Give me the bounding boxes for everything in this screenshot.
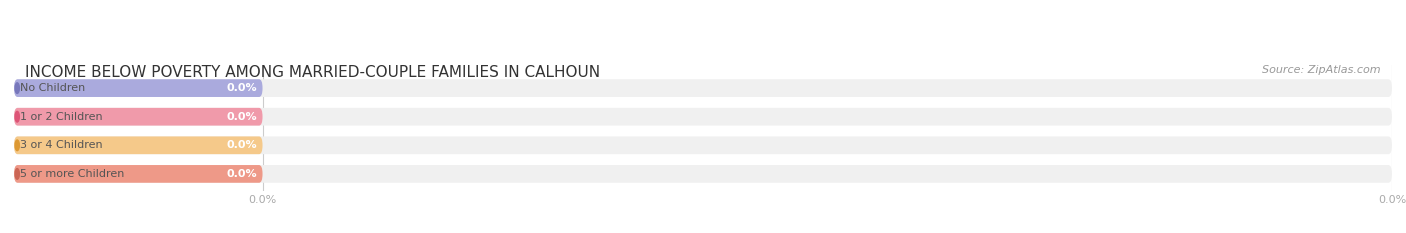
Circle shape [15, 111, 20, 122]
Text: Source: ZipAtlas.com: Source: ZipAtlas.com [1263, 65, 1381, 75]
Text: 3 or 4 Children: 3 or 4 Children [20, 140, 103, 150]
Text: 5 or more Children: 5 or more Children [20, 169, 124, 179]
FancyBboxPatch shape [14, 108, 263, 126]
FancyBboxPatch shape [14, 79, 1392, 97]
Circle shape [15, 83, 20, 93]
Text: 1 or 2 Children: 1 or 2 Children [20, 112, 103, 122]
FancyBboxPatch shape [14, 165, 263, 183]
Circle shape [15, 169, 20, 179]
Text: INCOME BELOW POVERTY AMONG MARRIED-COUPLE FAMILIES IN CALHOUN: INCOME BELOW POVERTY AMONG MARRIED-COUPL… [25, 65, 600, 80]
Text: 0.0%: 0.0% [226, 169, 257, 179]
FancyBboxPatch shape [14, 79, 263, 97]
FancyBboxPatch shape [14, 137, 1392, 154]
Text: 0.0%: 0.0% [226, 112, 257, 122]
Circle shape [15, 140, 20, 151]
Text: 0.0%: 0.0% [226, 140, 257, 150]
Text: 0.0%: 0.0% [226, 83, 257, 93]
Text: No Children: No Children [20, 83, 86, 93]
FancyBboxPatch shape [14, 108, 1392, 126]
FancyBboxPatch shape [14, 165, 1392, 183]
FancyBboxPatch shape [14, 137, 263, 154]
